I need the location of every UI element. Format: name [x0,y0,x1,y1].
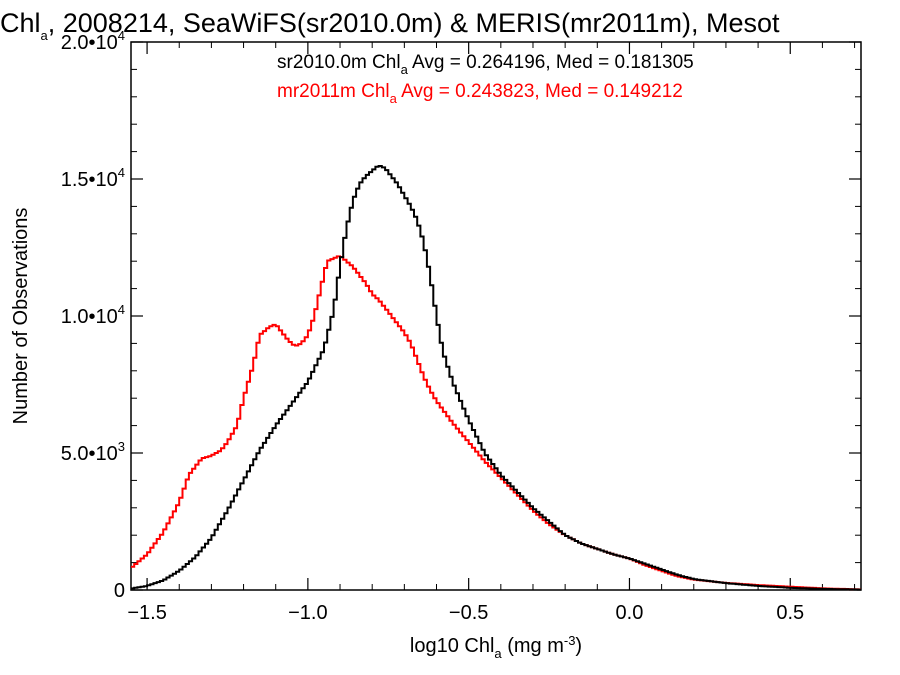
axis-ticks: −1.5 −1.0 −0.5 0.0 0.505.0•1031.0•1041.5•104… [61,28,861,624]
y-tick-mantissa: 2.0•10 [61,32,118,54]
plot-frame [130,41,862,591]
y-tick-exponent: 4 [118,28,125,43]
y-tick-mantissa: 5.0•10 [61,443,118,465]
y-tick-exponent: 4 [118,165,125,180]
legend-sr2010-suffix: Avg = 0.264196, Med = 0.181305 [408,52,694,73]
chart-title: Chla, 2008214, SeaWiFS(sr2010.0m) & MERI… [0,8,780,43]
x-axis-title-middle: (mg m [502,635,564,657]
x-axis-title-suffix: ) [575,635,582,657]
legend-mr2011-prefix: mr2011m Chl [277,81,390,102]
y-tick-exponent: 3 [118,439,125,454]
chart-title-subscript: a [41,28,49,43]
legend-entry-mr2011: mr2011m Chla Avg = 0.243823, Med = 0.149… [277,81,683,106]
series-line-mr2011m [131,255,861,591]
y-tick-label: 0 [114,580,125,602]
chart-title-suffix: , 2008214, SeaWiFS(sr2010.0m) & MERIS(mr… [48,8,780,38]
x-tick-label: −1.5 [127,602,166,624]
y-axis-title: Number of Observations [10,208,32,425]
x-tick-label: −0.5 [449,602,488,624]
y-tick-label: 1.5•104 [61,165,125,191]
series-line-sr2010.0m [131,165,861,591]
x-tick-label: −1.0 [288,602,327,624]
y-tick-label: 2.0•104 [61,28,125,54]
legend-sr2010-subscript: a [401,62,409,77]
x-tick-label: 0.0 [616,602,644,624]
x-axis-title: log10 Chla (mg m-3) [410,633,582,661]
legend-entry-sr2010: sr2010.0m Chla Avg = 0.264196, Med = 0.1… [277,52,694,77]
y-tick-label: 1.0•104 [61,302,125,328]
y-tick-mantissa: 1.5•10 [61,169,118,191]
y-tick-label: 5.0•103 [61,439,125,465]
x-axis-title-superscript: -3 [564,633,576,648]
legend-mr2011-subscript: a [390,91,398,106]
legend-sr2010-prefix: sr2010.0m Chl [277,52,401,73]
y-tick-mantissa: 1.0•10 [61,306,118,328]
x-axis-title-prefix: log10 Chl [410,635,495,657]
x-tick-label: 0.5 [776,602,804,624]
y-tick-exponent: 4 [118,302,125,317]
chart-title-prefix: Chl [0,8,41,38]
x-axis-title-subscript: a [494,646,502,661]
legend-mr2011-suffix: Avg = 0.243823, Med = 0.149212 [397,81,683,102]
series-layer [131,165,861,591]
y-tick-mantissa: 0 [114,580,125,602]
